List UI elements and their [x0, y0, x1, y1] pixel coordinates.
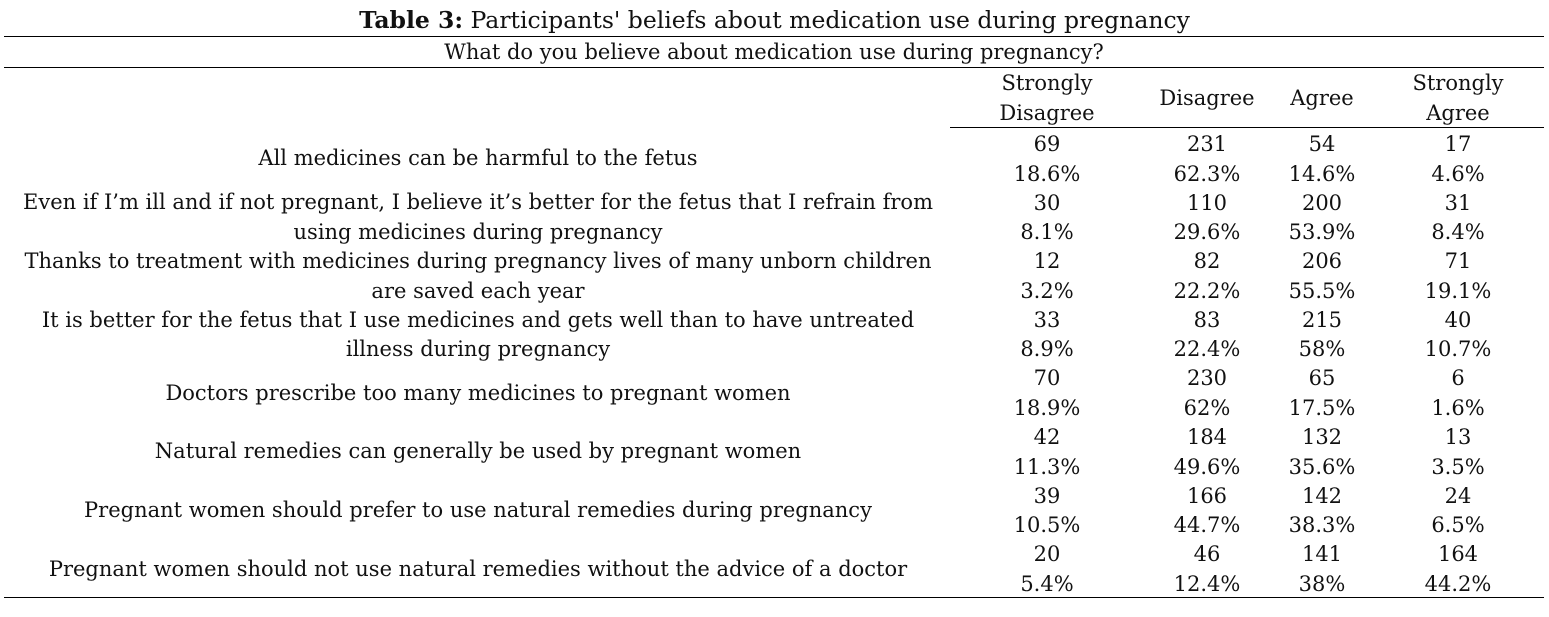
percent-cell: 3.5%: [1431, 454, 1485, 479]
count-cell: 33: [1033, 307, 1061, 332]
table-title-label: Table 3:: [359, 6, 464, 34]
percent-cell: 44.7%: [1173, 513, 1241, 538]
count-cell: 42: [1033, 425, 1061, 449]
column-header: Disagree: [1159, 86, 1255, 110]
count-cell: 69: [1033, 132, 1061, 156]
column-header: Disagree: [999, 100, 1095, 125]
percent-cell: 62%: [1183, 395, 1231, 420]
question-rule: [4, 67, 1544, 68]
percent-cell: 22.4%: [1173, 337, 1241, 362]
count-cell: 13: [1444, 425, 1472, 449]
count-cell: 17: [1444, 132, 1472, 156]
percent-cell: 62.3%: [1173, 161, 1241, 186]
count-cell: 141: [1301, 542, 1343, 567]
percent-cell: 12.4%: [1173, 571, 1241, 596]
percent-cell: 18.9%: [1013, 395, 1081, 420]
count-cell: 230: [1186, 366, 1228, 391]
percent-cell: 38%: [1298, 571, 1346, 596]
percent-cell: 58%: [1298, 337, 1346, 362]
column-header: Strongly: [1001, 71, 1093, 95]
count-cell: 71: [1444, 249, 1472, 274]
percent-cell: 6.5%: [1431, 513, 1485, 538]
count-cell: 110: [1186, 190, 1228, 215]
count-cell: 164: [1437, 542, 1479, 567]
percent-cell: 49.6%: [1173, 454, 1241, 479]
row-label: Thanks to treatment with medicines durin…: [24, 249, 932, 303]
percent-cell: 38.3%: [1288, 513, 1356, 538]
count-cell: 12: [1033, 249, 1061, 274]
table-title: Table 3: Participants' beliefs about med…: [0, 4, 1549, 36]
percent-cell: 10.5%: [1013, 513, 1081, 538]
column-header: Strongly: [1412, 71, 1504, 95]
count-cell: 142: [1301, 483, 1343, 508]
count-cell: 46: [1193, 542, 1221, 567]
percent-cell: 5.4%: [1020, 571, 1074, 596]
percent-cell: 44.2%: [1424, 571, 1492, 596]
percent-cell: 10.7%: [1424, 337, 1492, 362]
percent-cell: 53.9%: [1288, 220, 1356, 245]
percent-cell: 18.6%: [1013, 161, 1081, 186]
row-label: All medicines can be harmful to the fetu…: [258, 146, 698, 171]
percent-cell: 35.6%: [1288, 454, 1356, 479]
table-question: What do you believe about medication use…: [444, 40, 1104, 64]
count-cell: 39: [1033, 483, 1061, 508]
row-label: It is better for the fetus that I use me…: [41, 307, 915, 362]
percent-cell: 8.9%: [1020, 337, 1074, 362]
row-label: Even if I’m ill and if not pregnant, I b…: [23, 190, 933, 244]
count-cell: 65: [1308, 366, 1336, 391]
percent-cell: 22.2%: [1173, 278, 1241, 303]
row-label: Pregnant women should not use natural re…: [48, 556, 908, 581]
bottom-rule: [4, 597, 1544, 598]
count-cell: 40: [1444, 307, 1472, 332]
count-cell: 6: [1451, 366, 1465, 391]
column-header: Agree: [1290, 86, 1354, 110]
percent-cell: 4.6%: [1431, 161, 1485, 186]
top-rule: [4, 36, 1544, 37]
percent-cell: 55.5%: [1288, 278, 1356, 303]
column-header: Agree: [1426, 100, 1490, 125]
count-cell: 215: [1301, 307, 1343, 332]
count-cell: 20: [1033, 542, 1061, 567]
count-cell: 54: [1308, 132, 1336, 156]
count-cell: 166: [1186, 483, 1228, 508]
row-label: Doctors prescribe too many medicines to …: [165, 380, 791, 405]
table-title-text: Participants' beliefs about medication u…: [463, 6, 1190, 34]
count-cell: 200: [1301, 190, 1343, 215]
percent-cell: 11.3%: [1013, 454, 1081, 479]
count-cell: 31: [1444, 190, 1472, 215]
percent-cell: 29.6%: [1173, 220, 1241, 245]
count-cell: 82: [1193, 249, 1221, 274]
count-cell: 184: [1186, 425, 1228, 449]
header-rule: [950, 127, 1544, 128]
percent-cell: 14.6%: [1288, 161, 1356, 186]
count-cell: 231: [1186, 132, 1228, 156]
percent-cell: 3.2%: [1020, 278, 1074, 303]
percent-cell: 8.4%: [1431, 220, 1485, 245]
row-label: Natural remedies can generally be used b…: [154, 439, 802, 464]
percent-cell: 1.6%: [1431, 395, 1485, 420]
percent-cell: 19.1%: [1424, 278, 1492, 303]
row-label: Pregnant women should prefer to use natu…: [84, 497, 872, 522]
count-cell: 30: [1033, 190, 1061, 215]
count-cell: 24: [1444, 483, 1472, 508]
count-cell: 132: [1301, 425, 1343, 449]
percent-cell: 8.1%: [1020, 220, 1074, 245]
percent-cell: 17.5%: [1288, 395, 1356, 420]
count-cell: 70: [1033, 366, 1061, 391]
count-cell: 206: [1301, 249, 1343, 274]
count-cell: 83: [1193, 307, 1221, 332]
